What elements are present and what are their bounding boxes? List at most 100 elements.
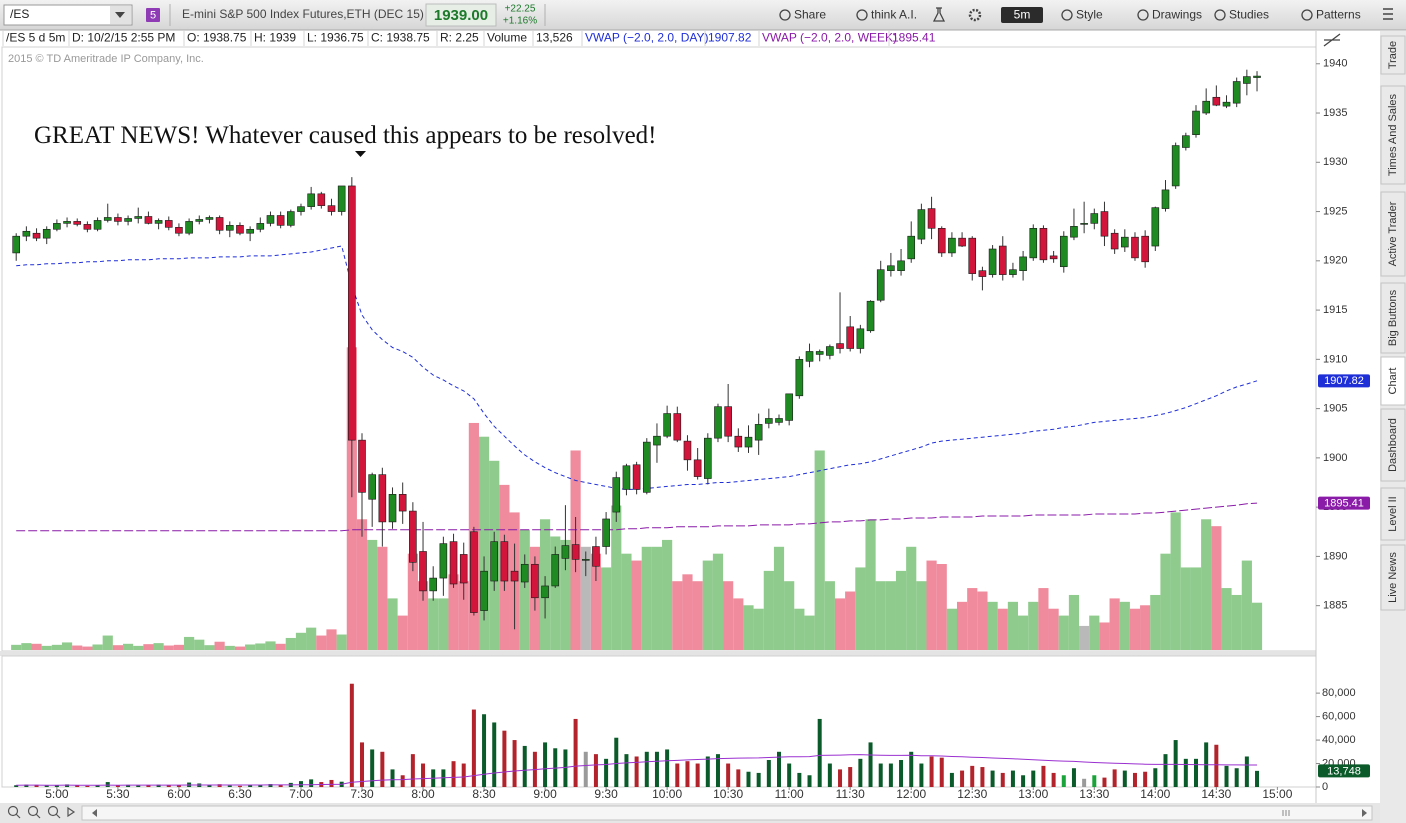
- x-tick-label: 11:00: [775, 787, 804, 801]
- volume-bar: [980, 767, 985, 787]
- volume-bar: [268, 784, 273, 787]
- volume-overlay-bar: [316, 635, 327, 650]
- candle-body: [348, 185, 356, 441]
- volume-bar: [166, 785, 171, 787]
- candle-body: [826, 346, 834, 356]
- volume-bar: [695, 763, 700, 787]
- side-tab[interactable]: [1380, 356, 1406, 406]
- link-badge[interactable]: [146, 8, 160, 22]
- volume-bar: [990, 770, 995, 787]
- volume-overlay-bar: [367, 539, 378, 650]
- candle-body: [744, 436, 753, 448]
- candle-body: [449, 541, 458, 585]
- volume-overlay-bar: [1007, 601, 1019, 650]
- volume-overlay-bar: [173, 644, 185, 650]
- y-tick-label: 1925: [1323, 205, 1347, 217]
- volume-overlay-bar: [1048, 608, 1059, 650]
- symbol-box[interactable]: [3, 4, 133, 26]
- candle-body: [1253, 75, 1261, 78]
- volume-bar: [1163, 754, 1168, 787]
- volume-overlay-bar: [407, 553, 418, 650]
- volume-overlay-bar: [1129, 608, 1141, 650]
- button-icon: [1137, 9, 1149, 21]
- volume-overlay-bar: [1251, 602, 1263, 650]
- price-badge-label: 1895.41: [1324, 498, 1364, 510]
- candle-body: [1059, 235, 1068, 268]
- candle-body: [765, 418, 773, 424]
- volume-bar: [217, 784, 222, 787]
- volume-overlay-bar: [672, 581, 683, 650]
- candle-body: [22, 230, 31, 237]
- interval-button[interactable]: [1001, 7, 1043, 23]
- candle-body: [236, 225, 244, 234]
- volume-overlay-bar: [651, 546, 663, 650]
- zoom-icons[interactable]: [7, 805, 76, 819]
- candle-body: [571, 544, 580, 560]
- candle-body: [978, 270, 987, 277]
- x-tick-label: 9:30: [594, 787, 618, 801]
- volume-overlay-bar: [865, 519, 876, 650]
- volume-bar: [909, 751, 914, 787]
- last-price-box: [425, 3, 497, 27]
- volume-overlay-bar: [428, 598, 439, 650]
- volume-overlay-bar: [346, 347, 357, 650]
- side-tab[interactable]: [1380, 85, 1406, 185]
- flask-icon[interactable]: [932, 7, 946, 22]
- scroll-thumb-grip[interactable]: [1282, 810, 1290, 816]
- side-tab[interactable]: [1380, 408, 1406, 482]
- volume-bar: [1244, 756, 1249, 787]
- volume-bar: [868, 742, 873, 787]
- candle-body: [988, 248, 997, 275]
- study-name: VWAP (−2.0, 2.0, DAY): [585, 31, 709, 45]
- volume-bar: [370, 749, 375, 787]
- volume-overlay-bar: [906, 546, 917, 650]
- drawing-tool-icon[interactable]: [1323, 33, 1341, 47]
- volume-bar: [715, 754, 720, 787]
- volume-overlay-bar: [122, 643, 134, 650]
- volume-bar: [563, 749, 568, 787]
- volume-overlay-bar: [712, 553, 724, 650]
- volume-bar: [461, 763, 466, 787]
- volume-bar: [65, 784, 70, 787]
- volume-bar: [685, 761, 690, 787]
- x-tick-label: 7:00: [289, 787, 313, 801]
- volume-overlay-bar: [987, 601, 998, 650]
- volume-overlay-bar: [1058, 615, 1069, 650]
- candle-body: [358, 439, 366, 493]
- candle-body: [958, 237, 966, 247]
- side-tab[interactable]: [1380, 191, 1406, 277]
- volume-bar: [878, 763, 883, 787]
- net-change: +22.25: [505, 4, 536, 15]
- candle-body: [1192, 110, 1200, 136]
- candle-body: [1070, 226, 1078, 238]
- volume-overlay-bar: [692, 581, 703, 650]
- candle-body: [246, 228, 254, 234]
- volume-bar: [176, 785, 181, 787]
- x-tick-label: 6:00: [167, 787, 191, 801]
- candle-body: [704, 437, 712, 479]
- side-tab-label: Big Buttons: [1387, 289, 1399, 346]
- volume-bar: [1112, 769, 1117, 787]
- volume-bar: [34, 784, 39, 787]
- study-line: [16, 754, 1257, 786]
- menu-icon[interactable]: [1383, 8, 1393, 20]
- y-tick-label: 80,000: [1322, 687, 1356, 699]
- scrollbar[interactable]: [81, 805, 1373, 821]
- volume-overlay-bar: [611, 505, 622, 650]
- header-item: L: 1936.75: [307, 31, 364, 45]
- volume-bar: [899, 760, 904, 787]
- volume-bar: [848, 767, 853, 787]
- volume-overlay-bar: [1109, 598, 1120, 650]
- candle-body: [1121, 236, 1129, 248]
- candle-body: [368, 474, 376, 500]
- gear-icon[interactable]: [968, 8, 982, 22]
- side-tab[interactable]: [1380, 35, 1406, 75]
- side-tab[interactable]: [1380, 282, 1406, 354]
- side-tab[interactable]: [1380, 544, 1406, 611]
- volume-overlay-bar: [295, 632, 307, 650]
- button-icon: [1301, 9, 1313, 21]
- volume-overlay-bar: [72, 645, 83, 650]
- side-tab[interactable]: [1380, 487, 1406, 541]
- volume-overlay-bar: [356, 519, 368, 650]
